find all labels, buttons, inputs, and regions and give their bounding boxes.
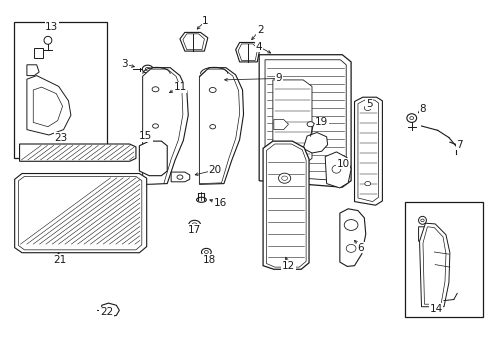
Polygon shape (273, 120, 288, 130)
Text: 9: 9 (275, 73, 282, 84)
Polygon shape (339, 209, 365, 266)
Polygon shape (15, 174, 146, 253)
Ellipse shape (188, 220, 200, 229)
Bar (14, 22, 106, 158)
Ellipse shape (346, 244, 355, 252)
Text: 7: 7 (455, 140, 462, 150)
Ellipse shape (420, 219, 423, 221)
Text: 18: 18 (202, 255, 216, 265)
Bar (34, 48, 43, 58)
Polygon shape (33, 87, 62, 127)
Ellipse shape (152, 87, 159, 92)
Ellipse shape (196, 197, 206, 202)
Ellipse shape (364, 181, 370, 186)
Polygon shape (171, 172, 189, 182)
Text: 13: 13 (45, 22, 59, 32)
Text: 22: 22 (100, 307, 113, 318)
Ellipse shape (192, 223, 197, 226)
Text: 4: 4 (255, 42, 262, 52)
Polygon shape (259, 55, 350, 187)
Ellipse shape (209, 87, 216, 93)
Ellipse shape (344, 220, 357, 230)
Ellipse shape (406, 114, 416, 122)
Polygon shape (27, 76, 71, 135)
Text: 14: 14 (428, 304, 442, 314)
Polygon shape (139, 141, 167, 176)
Polygon shape (235, 42, 260, 62)
Polygon shape (238, 44, 257, 60)
Ellipse shape (152, 124, 158, 128)
Text: 5: 5 (365, 99, 372, 109)
Ellipse shape (204, 251, 208, 253)
Polygon shape (357, 100, 378, 202)
Polygon shape (199, 68, 243, 184)
Ellipse shape (278, 173, 290, 183)
Polygon shape (142, 68, 188, 184)
Ellipse shape (209, 125, 215, 129)
Polygon shape (263, 141, 308, 269)
Polygon shape (19, 176, 142, 250)
Text: 17: 17 (187, 225, 201, 235)
Polygon shape (303, 132, 327, 153)
Polygon shape (272, 80, 311, 165)
Bar (404, 202, 482, 317)
Ellipse shape (418, 216, 426, 224)
Polygon shape (27, 65, 39, 76)
Ellipse shape (409, 117, 413, 120)
Ellipse shape (331, 165, 340, 173)
Polygon shape (278, 156, 299, 165)
Text: 20: 20 (208, 165, 221, 175)
Ellipse shape (281, 176, 287, 180)
Text: 6: 6 (357, 243, 364, 253)
Polygon shape (422, 227, 445, 304)
Polygon shape (102, 303, 119, 317)
Text: 2: 2 (256, 24, 263, 35)
Text: 3: 3 (121, 59, 128, 69)
Text: 23: 23 (54, 132, 68, 143)
Polygon shape (142, 69, 183, 184)
Ellipse shape (145, 67, 150, 71)
Text: 11: 11 (173, 82, 186, 92)
Polygon shape (180, 32, 207, 51)
Polygon shape (354, 97, 382, 205)
Ellipse shape (44, 36, 52, 44)
Polygon shape (183, 34, 204, 50)
Polygon shape (325, 152, 350, 188)
Ellipse shape (177, 175, 183, 179)
Ellipse shape (306, 122, 313, 127)
Text: 10: 10 (336, 159, 349, 169)
Polygon shape (199, 69, 239, 184)
Polygon shape (419, 223, 449, 307)
Polygon shape (266, 144, 305, 267)
Polygon shape (264, 60, 346, 181)
Polygon shape (418, 227, 429, 241)
Text: 12: 12 (281, 261, 295, 271)
Ellipse shape (201, 248, 211, 256)
Text: 8: 8 (419, 104, 426, 114)
Polygon shape (20, 144, 136, 161)
Text: 16: 16 (213, 198, 226, 208)
Text: 15: 15 (139, 131, 152, 141)
Ellipse shape (142, 65, 153, 73)
Text: 21: 21 (53, 255, 66, 265)
Text: 1: 1 (202, 16, 208, 26)
Text: 19: 19 (314, 117, 328, 127)
Ellipse shape (364, 105, 370, 111)
